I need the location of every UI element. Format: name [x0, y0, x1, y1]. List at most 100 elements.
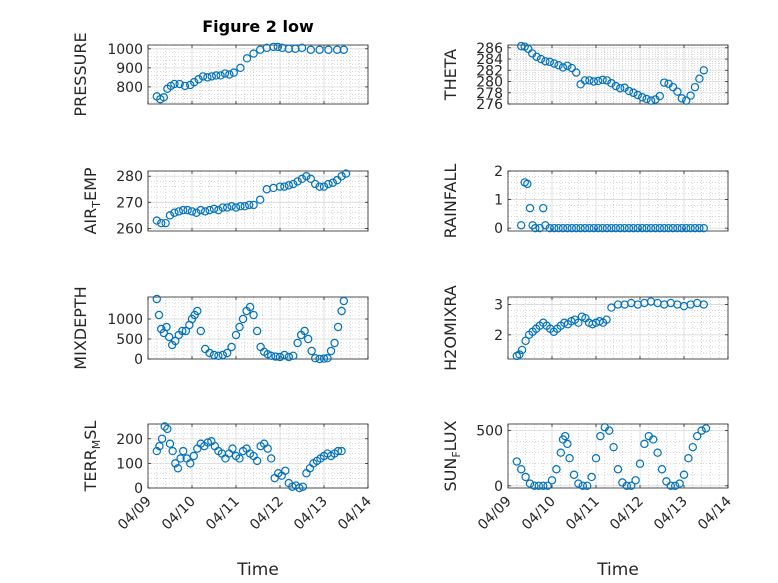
rainfall-point	[554, 223, 563, 233]
h2omixra-point	[699, 300, 709, 309]
pressure-point	[220, 69, 230, 78]
sun-flux-point	[640, 439, 649, 449]
mixdepth-point	[214, 351, 223, 360]
terr-msl-point	[235, 454, 244, 463]
theta-axes-box	[507, 44, 729, 105]
mixdepth-point	[267, 351, 276, 360]
air-temp-point	[337, 172, 346, 181]
theta-point	[629, 88, 638, 97]
air-temp-point	[196, 205, 205, 215]
rainfall-point	[580, 223, 590, 233]
h2omixra-point	[613, 300, 623, 309]
rainfall-point	[677, 223, 687, 233]
terr-msl-x-tick-label: 04/14	[335, 493, 375, 533]
terr-msl-point	[157, 434, 167, 443]
theta-point	[646, 96, 656, 105]
mixdepth-point	[326, 346, 336, 356]
theta-point	[532, 52, 541, 62]
sun-flux-point	[539, 481, 548, 490]
sun-flux-point	[512, 457, 522, 466]
sun-flux-x-tick-label: 04/10	[519, 494, 559, 534]
air-temp-point	[236, 202, 245, 211]
air-temp-point	[161, 218, 170, 228]
mixdepth-y-tick-label: 1000	[107, 312, 143, 328]
mixdepth-point	[249, 310, 258, 320]
air-temp-point	[319, 182, 329, 191]
terr-msl-x-axis-label: Time	[236, 560, 279, 580]
terr-msl-point	[173, 464, 183, 473]
terr-msl-y-tick-label: 100	[116, 456, 143, 472]
rainfall-point	[585, 223, 594, 233]
sun-flux-x-tick-label: 04/14	[695, 493, 735, 533]
sun-flux-y-tick-label: 0	[494, 479, 503, 495]
theta-point	[602, 76, 612, 85]
rainfall-y-tick-label: 1	[494, 193, 503, 209]
sun-flux-point	[534, 481, 544, 490]
sun-flux-point	[552, 465, 561, 474]
terr-msl-point	[168, 446, 177, 456]
rainfall-point	[690, 223, 700, 233]
mixdepth-point	[303, 334, 313, 344]
rainfall-point	[558, 223, 568, 233]
air-temp-point	[209, 204, 219, 214]
rainfall-point	[624, 223, 634, 233]
air-temp-point	[244, 200, 254, 210]
sun-flux-point	[569, 470, 579, 479]
sun-flux-point	[521, 472, 530, 482]
terr-msl-axes-box	[147, 423, 369, 489]
rainfall-point	[541, 221, 550, 230]
terr-msl-x-tick-label: 04/09	[115, 494, 155, 534]
mixdepth-point	[300, 326, 309, 336]
mixdepth-point	[227, 342, 236, 352]
mixdepth-point	[330, 338, 339, 348]
mixdepth-point	[245, 302, 255, 312]
rainfall-point	[567, 223, 577, 233]
air-temp-point	[222, 203, 232, 212]
rainfall-point	[660, 223, 669, 233]
mixdepth-point	[238, 314, 248, 324]
theta-point	[668, 82, 678, 92]
rainfall-point	[545, 223, 555, 233]
theta-point	[695, 74, 704, 83]
terr-msl-point	[252, 456, 262, 466]
terr-msl-point	[298, 482, 308, 491]
sun-flux-point	[649, 435, 658, 444]
sun-flux-point	[525, 479, 535, 488]
air-temp-point	[192, 208, 201, 217]
terr-msl-x-tick-label: 04/10	[159, 494, 199, 534]
pressure-y-tick-label: 1000	[107, 42, 143, 58]
air-temp-point	[293, 177, 302, 186]
mixdepth-point	[152, 294, 161, 304]
theta-point	[558, 63, 568, 72]
sun-flux-point	[530, 481, 539, 490]
terr-msl-point	[152, 446, 161, 456]
theta-y-tick-label: 286	[476, 41, 503, 57]
mixdepth-point	[271, 352, 280, 361]
mixdepth-y-tick-label: 500	[116, 332, 143, 348]
rainfall-point	[517, 221, 526, 230]
air-temp-point	[315, 182, 324, 191]
theta-point	[580, 76, 590, 85]
sun-flux-point	[684, 454, 693, 463]
air-temp-point	[269, 183, 278, 193]
air-temp-point	[256, 195, 265, 204]
h2omixra-point	[515, 350, 524, 359]
sun-flux-point	[561, 431, 570, 441]
air-temp-point	[275, 182, 285, 191]
terr-msl-y-axis-label: TERRMSL	[81, 421, 103, 493]
h2omixra-point	[521, 336, 530, 346]
theta-point	[642, 94, 651, 104]
h2omixra-point	[640, 298, 649, 308]
pressure-point	[211, 71, 221, 80]
pressure-point	[194, 75, 203, 84]
mixdepth-point	[205, 348, 214, 358]
air-temp-point	[280, 182, 289, 191]
rainfall-axes-box	[507, 170, 729, 232]
mixdepth-point	[315, 354, 324, 364]
sun-flux-point	[671, 481, 680, 490]
figure-title: Figure 2 low	[202, 17, 314, 36]
h2omixra-point	[607, 303, 616, 312]
mixdepth-point	[196, 326, 205, 336]
h2omixra-point	[666, 298, 676, 308]
mixdepth-axes-box	[147, 296, 369, 360]
